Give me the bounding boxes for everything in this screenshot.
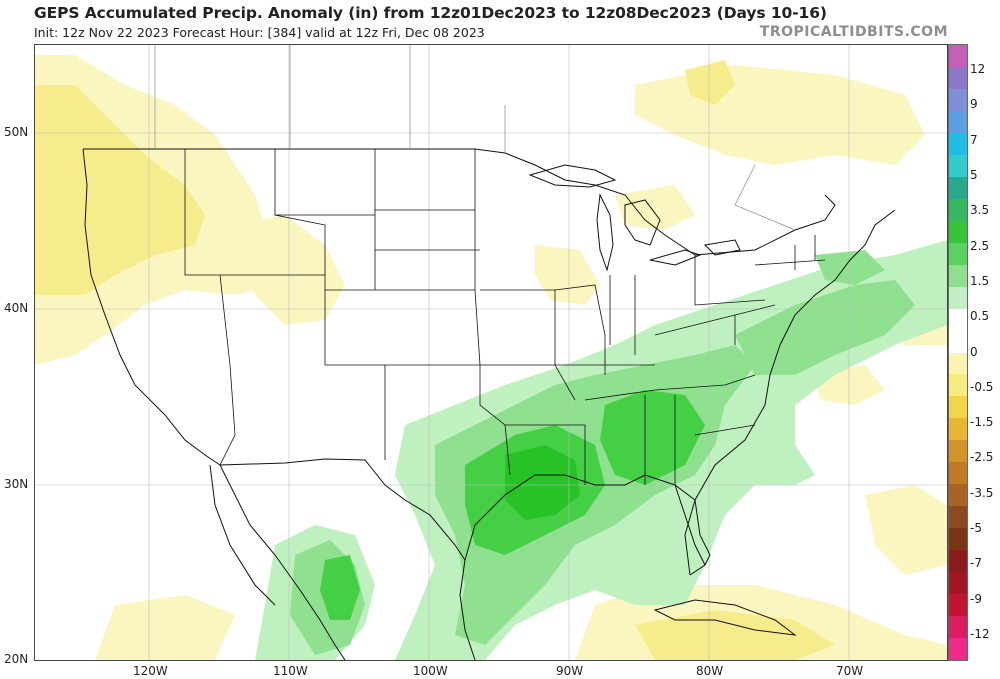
colorbar-tick-label: 0: [970, 344, 978, 359]
colorbar-cell: [949, 594, 967, 617]
colorbar-cell: [949, 308, 967, 332]
lon-label-80w: 80W: [696, 664, 724, 678]
colorbar-tick-label: -2.5: [970, 450, 994, 465]
colorbar-tick-label: -12: [970, 627, 990, 641]
colorbar-cell: [949, 484, 967, 507]
mexico-west-coast: [219, 464, 346, 660]
colorbar-tick-label: 12: [970, 62, 986, 76]
lat-label-40n: 40N: [4, 301, 29, 315]
colorbar-tick-label: 1.5: [970, 273, 990, 288]
atlantic-coast: [684, 209, 896, 576]
colorbar-tick-label: 7: [970, 132, 978, 147]
colorbar-cell: [949, 440, 967, 463]
colorbar-cell: [949, 154, 967, 178]
wet-anomaly-midatlantic: [735, 280, 915, 375]
colorbar-cell: [949, 638, 967, 661]
colorbar-cell: [949, 66, 967, 90]
colorbar-cell: [949, 352, 967, 375]
mexico-east-coast: [459, 559, 476, 660]
coastlines-and-borders: [82, 148, 896, 660]
colorbar-cell: [949, 88, 967, 112]
map-subtitle: Init: 12z Nov 22 2023 Forecast Hour: [38…: [34, 25, 485, 40]
dry-anomaly-pacific-south: [95, 595, 235, 660]
colorbar-cell: [949, 220, 967, 244]
lon-label-100w: 100W: [413, 664, 448, 678]
florida-peninsula: [674, 484, 706, 566]
wet-anomaly-mexico-core: [320, 555, 360, 620]
colorbar-cell: [949, 506, 967, 529]
lon-label-70w: 70W: [836, 664, 864, 678]
state-borders: [184, 149, 826, 485]
colorbar-tick-label: 3.5: [970, 203, 990, 218]
lat-label-30n: 30N: [4, 477, 29, 491]
colorbar-cell: [949, 330, 967, 353]
colorbar-cell: [949, 242, 967, 266]
colorbar-tick-label: -1.5: [970, 415, 994, 430]
lon-label-90w: 90W: [556, 664, 584, 678]
colorbar-tick-label: -5: [970, 521, 982, 536]
colorbar-cell: [949, 528, 967, 551]
lake-ontario: [703, 239, 741, 256]
colorbar-cell: [949, 462, 967, 485]
lake-superior: [528, 164, 617, 188]
lake-erie: [649, 249, 702, 266]
dry-anomaly-quebec-core: [685, 60, 735, 105]
dry-anomaly-montana: [235, 215, 345, 325]
colorbar-tick-label: 5: [970, 167, 978, 182]
precip-anomaly-map: [34, 44, 948, 661]
cuba: [653, 599, 797, 636]
lon-label-120w: 120W: [133, 664, 168, 678]
dry-anomaly-bc-coast: [45, 105, 135, 195]
colorbar-cell: [949, 198, 967, 222]
wet-anomaly-new-england: [815, 250, 885, 285]
dry-anomaly-ontario: [615, 185, 695, 230]
wet-anomaly-southeast: [600, 390, 705, 485]
colorbar-tick-label: -0.5: [970, 379, 994, 394]
us-mexico-border: [219, 458, 466, 561]
lake-huron: [624, 199, 661, 246]
colorbar-cell: [949, 176, 967, 200]
lake-michigan: [596, 193, 614, 272]
lat-label-20n: 20N: [4, 652, 29, 666]
precip-anomaly-colorbar: [948, 44, 968, 661]
colorbar-cell: [949, 396, 967, 419]
wet-anomaly-core: [505, 445, 580, 520]
dry-anomaly-caribbean-core: [635, 610, 835, 660]
colorbar-tick-label: -9: [970, 591, 982, 606]
colorbar-cell: [949, 132, 967, 156]
colorbar-cell: [949, 418, 967, 441]
colorbar-cell: [949, 572, 967, 595]
colorbar-cell: [949, 45, 967, 68]
graticule: [35, 45, 947, 660]
brand-watermark: TROPICALTIDBITS.COM: [759, 24, 948, 40]
map-title: GEPS Accumulated Precip. Anomaly (in) fr…: [34, 4, 827, 22]
lon-label-110w: 110W: [273, 664, 308, 678]
colorbar-cell: [949, 110, 967, 134]
lat-label-50n: 50N: [4, 125, 29, 139]
colorbar-tick-label: 9: [970, 97, 978, 112]
colorbar-tick-label: -3.5: [970, 485, 994, 500]
colorbar-cell: [949, 264, 967, 288]
colorbar-cell: [949, 550, 967, 573]
pacific-coast: [82, 148, 221, 466]
green-wet-anomaly-areas: [255, 240, 947, 660]
colorbar-tick-label: 0.5: [970, 309, 990, 324]
dry-anomaly-atlantic-2: [865, 485, 947, 575]
baja-peninsula: [209, 464, 276, 606]
canada-province-borders: [154, 45, 796, 231]
map-canvas: [35, 45, 947, 660]
us-canada-border: [83, 148, 836, 256]
colorbar-cell: [949, 286, 967, 310]
header: GEPS Accumulated Precip. Anomaly (in) fr…: [0, 0, 1000, 44]
colorbar-tick-label: 2.5: [970, 238, 990, 253]
colorbar-cell: [949, 374, 967, 397]
gulf-coast: [464, 474, 711, 576]
dry-anomaly-quebec: [635, 65, 925, 165]
colorbar-tick-label: -7: [970, 556, 982, 571]
colorbar-cell: [949, 616, 967, 639]
dry-anomaly-midwest: [535, 245, 600, 305]
